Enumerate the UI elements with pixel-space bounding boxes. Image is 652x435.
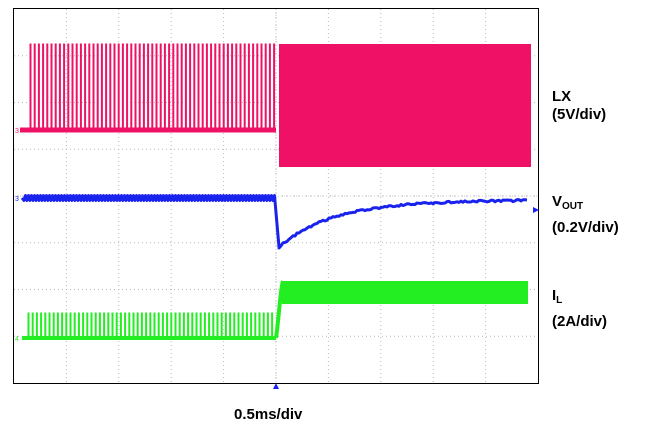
lx-label: LX (5V/div)	[552, 88, 606, 124]
il-trace-heavy-load	[282, 281, 528, 304]
channel-marker: 3	[15, 128, 19, 135]
channel-marker: 4	[15, 336, 19, 343]
vout-scale: (0.2V/div)	[552, 219, 619, 237]
lx-trace-heavy-load	[279, 44, 531, 167]
il-label: IL (2A/div)	[552, 287, 607, 331]
channel-marker: 3	[15, 196, 19, 203]
x-axis-label: 0.5ms/div	[234, 406, 302, 424]
il-name: IL	[552, 287, 607, 307]
vout-label: VOUT (0.2V/div)	[552, 193, 619, 237]
vout-name: VOUT	[552, 193, 619, 213]
il-scale: (2A/div)	[552, 313, 607, 331]
lx-scale: (5V/div)	[552, 106, 606, 124]
lx-name: LX	[552, 88, 606, 106]
